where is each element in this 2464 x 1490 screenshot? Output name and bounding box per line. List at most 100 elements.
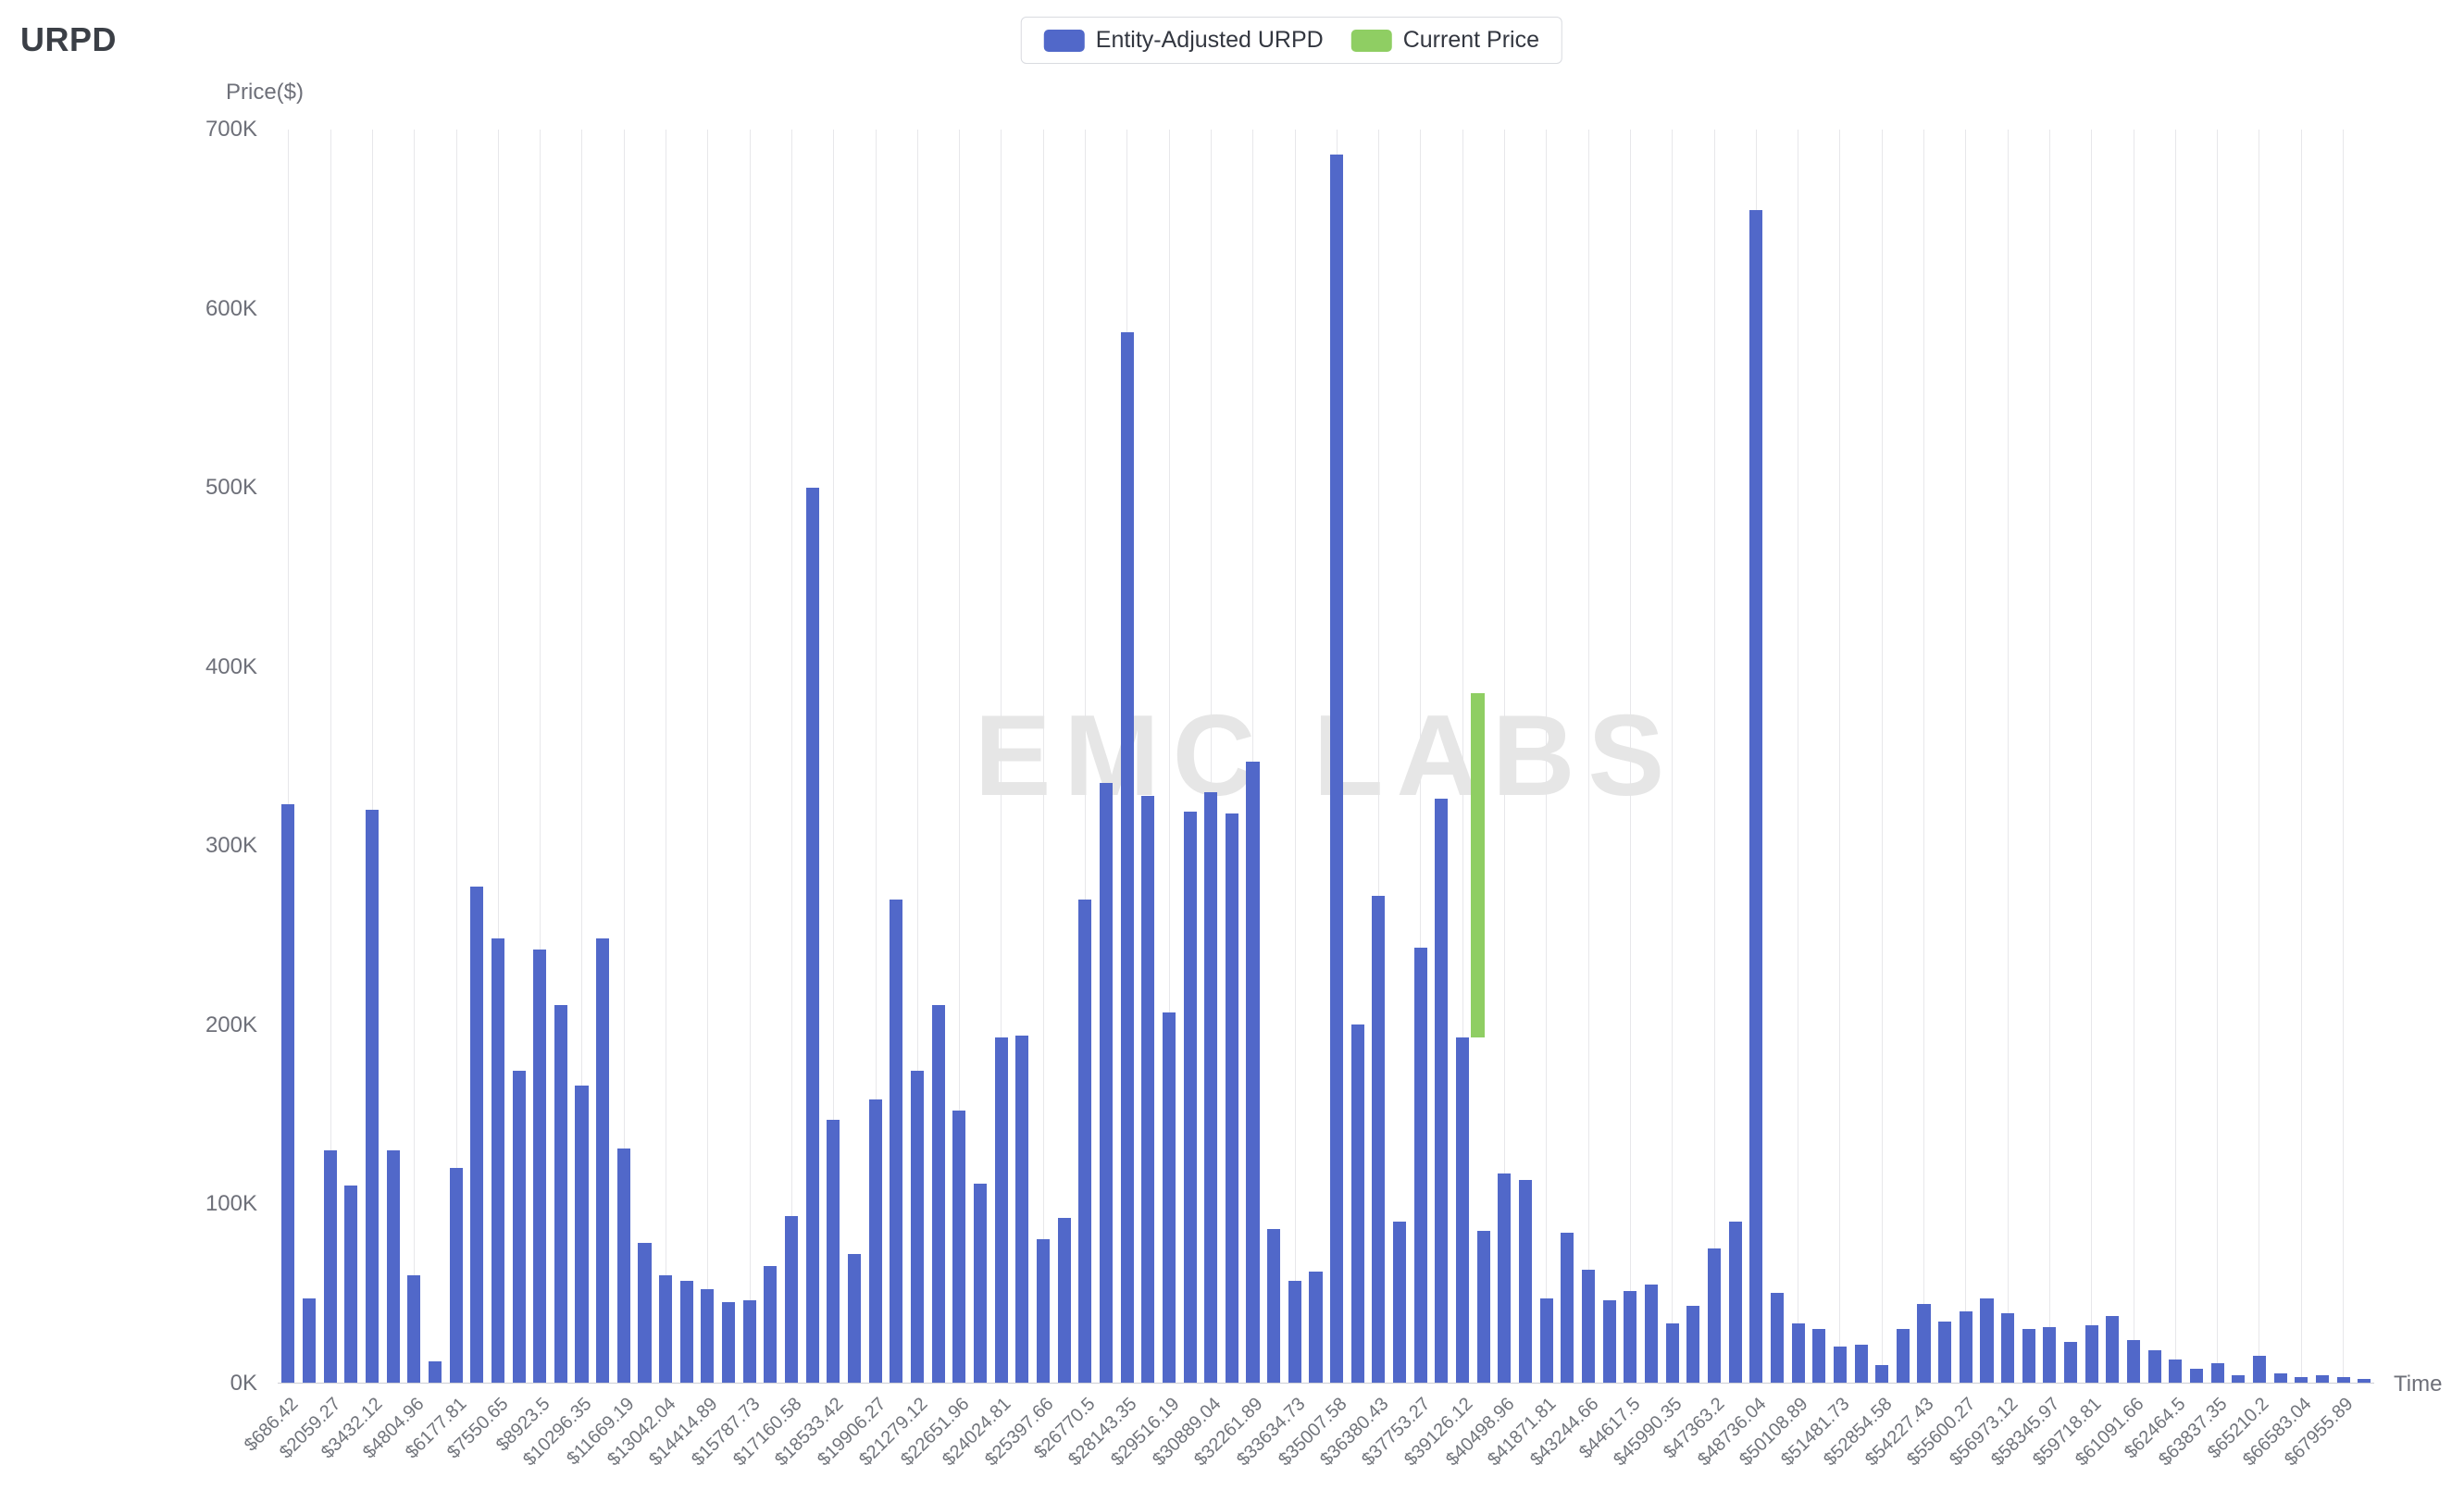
urpd-bar[interactable]	[449, 1167, 463, 1383]
urpd-bar[interactable]	[1917, 1303, 1931, 1383]
urpd-bar[interactable]	[575, 1085, 589, 1383]
urpd-bar[interactable]	[2190, 1368, 2204, 1383]
urpd-bar[interactable]	[2252, 1356, 2267, 1383]
urpd-bar[interactable]	[1728, 1221, 1742, 1383]
urpd-bar[interactable]	[1309, 1272, 1323, 1383]
urpd-bar[interactable]	[1456, 1037, 1470, 1383]
urpd-bar[interactable]	[1393, 1221, 1407, 1383]
urpd-bar[interactable]	[638, 1243, 652, 1383]
urpd-bar[interactable]	[1267, 1228, 1281, 1383]
urpd-bar[interactable]	[1372, 895, 1386, 1383]
urpd-bar[interactable]	[1581, 1270, 1596, 1383]
urpd-bar[interactable]	[679, 1280, 693, 1383]
urpd-bar[interactable]	[1498, 1173, 1512, 1383]
urpd-bar[interactable]	[428, 1360, 442, 1383]
urpd-bar[interactable]	[1812, 1328, 1826, 1383]
urpd-bar[interactable]	[701, 1289, 715, 1383]
urpd-bar[interactable]	[952, 1111, 966, 1383]
urpd-bar[interactable]	[344, 1186, 358, 1383]
urpd-bar[interactable]	[1854, 1345, 1868, 1383]
urpd-bar[interactable]	[1141, 795, 1155, 1383]
legend-item-urpd[interactable]: Entity-Adjusted URPD	[1043, 27, 1324, 54]
urpd-bar[interactable]	[2001, 1312, 2015, 1383]
urpd-bar[interactable]	[386, 1149, 400, 1383]
urpd-bar[interactable]	[596, 938, 610, 1383]
urpd-bar[interactable]	[323, 1149, 337, 1383]
urpd-bar[interactable]	[1350, 1024, 1364, 1383]
urpd-bar[interactable]	[533, 949, 547, 1383]
urpd-bar[interactable]	[407, 1274, 421, 1383]
urpd-bar[interactable]	[2106, 1316, 2120, 1383]
urpd-bar[interactable]	[302, 1298, 316, 1383]
urpd-bar[interactable]	[2022, 1328, 2035, 1383]
urpd-bar[interactable]	[2232, 1375, 2246, 1383]
urpd-bar[interactable]	[2147, 1350, 2161, 1383]
urpd-bar[interactable]	[365, 810, 379, 1383]
current-price-bar[interactable]	[1470, 693, 1485, 1037]
urpd-bar[interactable]	[1413, 947, 1427, 1383]
urpd-bar[interactable]	[1476, 1230, 1490, 1383]
urpd-bar[interactable]	[1770, 1293, 1784, 1383]
urpd-bar[interactable]	[1057, 1218, 1071, 1383]
urpd-bar[interactable]	[616, 1148, 630, 1383]
urpd-bar[interactable]	[1875, 1364, 1889, 1383]
urpd-bar[interactable]	[1015, 1035, 1029, 1383]
urpd-bar[interactable]	[1980, 1298, 1994, 1383]
urpd-bar[interactable]	[2273, 1373, 2287, 1383]
urpd-bar[interactable]	[554, 1004, 567, 1383]
urpd-bar[interactable]	[1288, 1280, 1301, 1383]
urpd-bar[interactable]	[1959, 1310, 1972, 1383]
urpd-bar[interactable]	[1833, 1347, 1847, 1383]
urpd-bar[interactable]	[1791, 1323, 1805, 1383]
urpd-bar[interactable]	[1120, 331, 1134, 1383]
urpd-bar[interactable]	[2336, 1377, 2350, 1383]
urpd-bar[interactable]	[1624, 1291, 1637, 1383]
urpd-bar[interactable]	[910, 1071, 925, 1383]
urpd-bar[interactable]	[659, 1274, 673, 1383]
urpd-bar[interactable]	[1078, 899, 1092, 1383]
urpd-bar[interactable]	[1749, 210, 1763, 1383]
urpd-bar[interactable]	[1435, 799, 1449, 1383]
urpd-bar[interactable]	[1686, 1305, 1700, 1383]
urpd-bar[interactable]	[2210, 1362, 2224, 1383]
urpd-bar[interactable]	[491, 938, 504, 1383]
urpd-bar[interactable]	[281, 804, 295, 1383]
urpd-bar[interactable]	[827, 1119, 840, 1383]
urpd-bar[interactable]	[1938, 1322, 1952, 1383]
urpd-bar[interactable]	[1162, 1012, 1176, 1383]
urpd-bar[interactable]	[805, 487, 819, 1383]
urpd-bar[interactable]	[1707, 1248, 1721, 1383]
urpd-bar[interactable]	[785, 1216, 799, 1383]
urpd-bar[interactable]	[1561, 1232, 1574, 1383]
urpd-bar[interactable]	[1644, 1284, 1658, 1383]
urpd-bar[interactable]	[2169, 1359, 2183, 1383]
urpd-bar[interactable]	[994, 1037, 1008, 1383]
urpd-bar[interactable]	[1519, 1180, 1533, 1383]
urpd-bar[interactable]	[1665, 1323, 1679, 1383]
urpd-bar[interactable]	[1539, 1298, 1553, 1383]
urpd-bar[interactable]	[742, 1300, 756, 1383]
urpd-bar[interactable]	[1602, 1300, 1616, 1383]
urpd-bar[interactable]	[1896, 1328, 1910, 1383]
urpd-bar[interactable]	[1204, 791, 1218, 1383]
urpd-bar[interactable]	[868, 1099, 882, 1383]
urpd-bar[interactable]	[1099, 783, 1113, 1383]
urpd-bar[interactable]	[2127, 1339, 2141, 1383]
urpd-bar[interactable]	[931, 1004, 945, 1383]
urpd-bar[interactable]	[890, 899, 903, 1383]
urpd-bar[interactable]	[2043, 1327, 2057, 1383]
urpd-bar[interactable]	[1183, 811, 1197, 1383]
urpd-bar[interactable]	[722, 1301, 736, 1383]
urpd-bar[interactable]	[1246, 761, 1260, 1383]
urpd-bar[interactable]	[470, 887, 484, 1383]
urpd-bar[interactable]	[1036, 1239, 1050, 1383]
urpd-bar[interactable]	[1225, 813, 1238, 1383]
urpd-bar[interactable]	[512, 1071, 526, 1383]
urpd-bar[interactable]	[848, 1253, 862, 1383]
urpd-bar[interactable]	[2315, 1375, 2329, 1383]
urpd-bar[interactable]	[2084, 1325, 2098, 1383]
urpd-bar[interactable]	[764, 1266, 778, 1383]
legend-item-current-price[interactable]: Current Price	[1350, 27, 1539, 54]
urpd-bar[interactable]	[2295, 1377, 2308, 1383]
urpd-bar[interactable]	[2358, 1379, 2371, 1383]
